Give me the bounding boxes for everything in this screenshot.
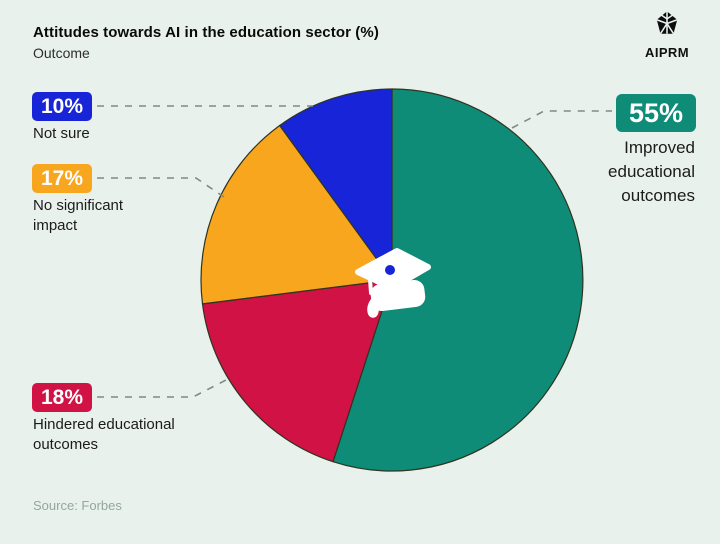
pie-slice [200,124,393,305]
aiprm-logo-label: AIPRM [645,45,689,60]
chart-subtitle: Outcome [33,45,90,61]
badge-hindered: 18% [32,383,93,413]
badge-improved: 55% [615,94,696,133]
caption-not-sure: Not sure [33,125,90,142]
source-attribution: Source: Forbes [33,498,122,513]
connector-improved [511,110,612,129]
page-title: Attitudes towards AI in the education se… [33,24,379,41]
connector-hindered [97,378,229,398]
caption-improved: Improved educational outcomes [608,138,695,205]
pie-slice [332,88,584,472]
badge-not-sure: 10% [32,92,93,122]
aiprm-gem-icon [656,11,678,35]
pie-slice [201,279,393,463]
pie-slice [279,88,393,281]
connector-no-impact [97,177,225,198]
aiprm-logo: AIPRM [632,10,702,60]
caption-no-impact: No significant impact [33,197,124,234]
pie-slices [200,88,584,472]
caption-hindered: Hindered educational outcomes [33,416,175,453]
graduation-cap-icon [355,248,431,318]
badge-no-impact: 17% [32,164,93,194]
